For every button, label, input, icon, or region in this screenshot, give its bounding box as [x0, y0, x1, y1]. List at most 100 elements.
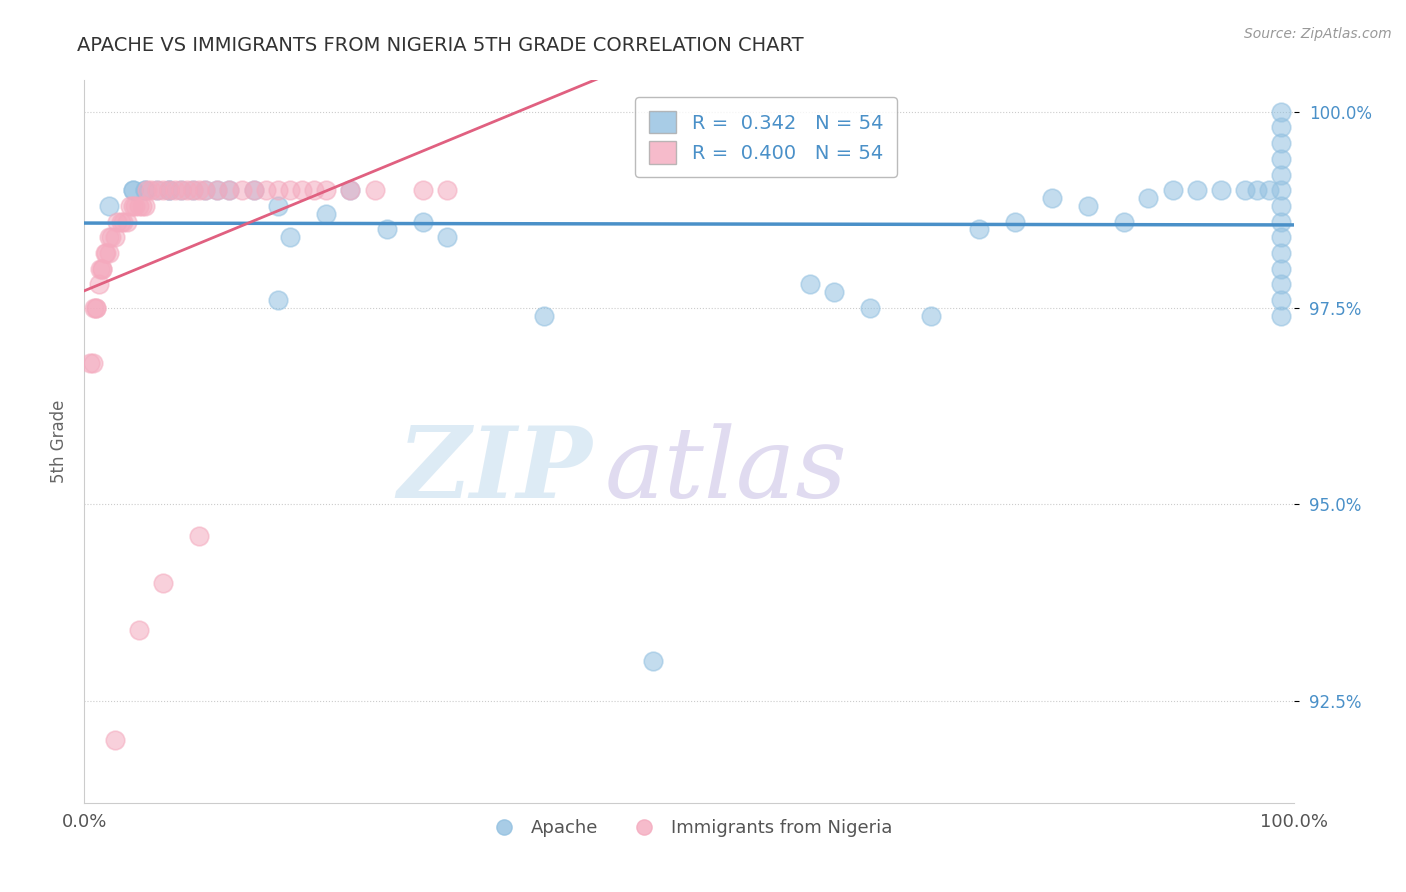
Point [146, 183, 169, 197]
Point [128, 623, 150, 637]
Point [207, 183, 229, 197]
Point [1270, 261, 1292, 276]
Point [291, 183, 314, 197]
Point [1161, 183, 1184, 197]
Point [278, 230, 301, 244]
Point [267, 293, 290, 308]
Point [1137, 191, 1160, 205]
Point [165, 183, 187, 197]
Point [254, 183, 277, 197]
Point [97, 246, 120, 260]
Text: ZIP: ZIP [398, 422, 592, 518]
Point [1234, 183, 1257, 197]
Point [79, 356, 101, 370]
Point [315, 207, 337, 221]
Point [1270, 168, 1292, 182]
Point [242, 183, 264, 197]
Point [436, 230, 458, 244]
Point [1270, 199, 1292, 213]
Point [1270, 104, 1292, 119]
Point [1270, 183, 1292, 197]
Point [1270, 293, 1292, 308]
Point [207, 183, 229, 197]
Point [139, 183, 162, 197]
Point [146, 183, 169, 197]
Point [134, 199, 156, 213]
Point [1040, 191, 1063, 205]
Point [1114, 214, 1136, 228]
Point [121, 183, 143, 197]
Point [121, 199, 143, 213]
Point [1270, 136, 1292, 150]
Point [315, 183, 337, 197]
Point [218, 183, 240, 197]
Point [267, 183, 290, 197]
Point [641, 655, 664, 669]
Point [1270, 214, 1292, 228]
Point [339, 183, 361, 197]
Point [1270, 120, 1292, 135]
Point [231, 183, 253, 197]
Point [181, 183, 204, 197]
Point [131, 199, 153, 213]
Point [128, 199, 150, 213]
Point [105, 214, 128, 228]
Point [967, 222, 990, 236]
Point [136, 183, 159, 197]
Point [97, 199, 120, 213]
Point [110, 214, 132, 228]
Point [97, 230, 120, 244]
Point [82, 356, 104, 370]
Point [87, 277, 110, 292]
Point [1270, 246, 1292, 260]
Point [134, 183, 156, 197]
Point [339, 183, 361, 197]
Point [1270, 277, 1292, 292]
Point [302, 183, 325, 197]
Point [157, 183, 180, 197]
Text: Source: ZipAtlas.com: Source: ZipAtlas.com [1244, 27, 1392, 41]
Point [533, 309, 555, 323]
Point [823, 285, 845, 300]
Point [157, 183, 180, 197]
Point [1258, 183, 1281, 197]
Point [1270, 309, 1292, 323]
Point [278, 183, 301, 197]
Point [89, 261, 111, 276]
Point [194, 183, 217, 197]
Point [112, 214, 135, 228]
Point [91, 261, 114, 276]
Point [375, 222, 398, 236]
Point [104, 230, 127, 244]
Point [94, 246, 117, 260]
Point [436, 183, 458, 197]
Point [1270, 230, 1292, 244]
Point [1209, 183, 1232, 197]
Point [412, 214, 434, 228]
Point [83, 301, 105, 315]
Point [412, 183, 434, 197]
Point [188, 529, 211, 543]
Point [152, 183, 174, 197]
Point [218, 183, 240, 197]
Point [1004, 214, 1026, 228]
Point [86, 301, 108, 315]
Point [1270, 152, 1292, 166]
Point [799, 277, 821, 292]
Point [859, 301, 882, 315]
Point [1185, 183, 1208, 197]
Point [188, 183, 211, 197]
Point [124, 199, 146, 213]
Point [267, 199, 290, 213]
Point [242, 183, 264, 197]
Point [176, 183, 198, 197]
Point [120, 199, 142, 213]
Point [134, 183, 156, 197]
Point [181, 183, 204, 197]
Point [104, 733, 127, 747]
Point [920, 309, 942, 323]
Point [1077, 199, 1099, 213]
Point [363, 183, 385, 197]
Point [100, 230, 122, 244]
Point [170, 183, 193, 197]
